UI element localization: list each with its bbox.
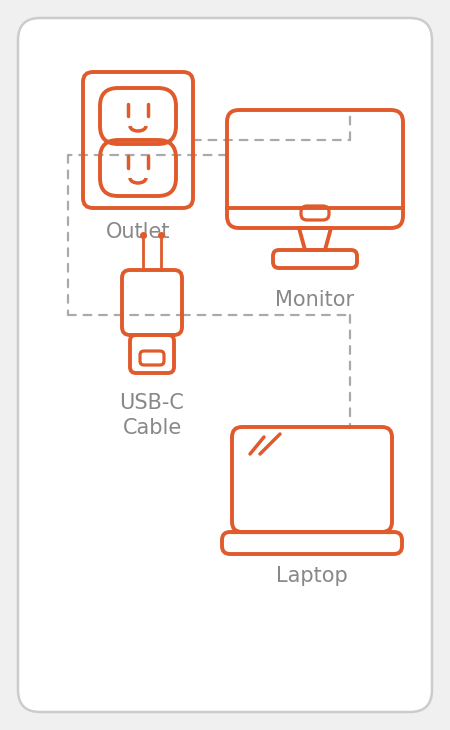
Text: Laptop: Laptop: [276, 566, 348, 586]
Text: Monitor: Monitor: [275, 290, 355, 310]
Text: Outlet: Outlet: [106, 222, 170, 242]
FancyBboxPatch shape: [18, 18, 432, 712]
Text: USB-C
Cable: USB-C Cable: [120, 393, 184, 438]
